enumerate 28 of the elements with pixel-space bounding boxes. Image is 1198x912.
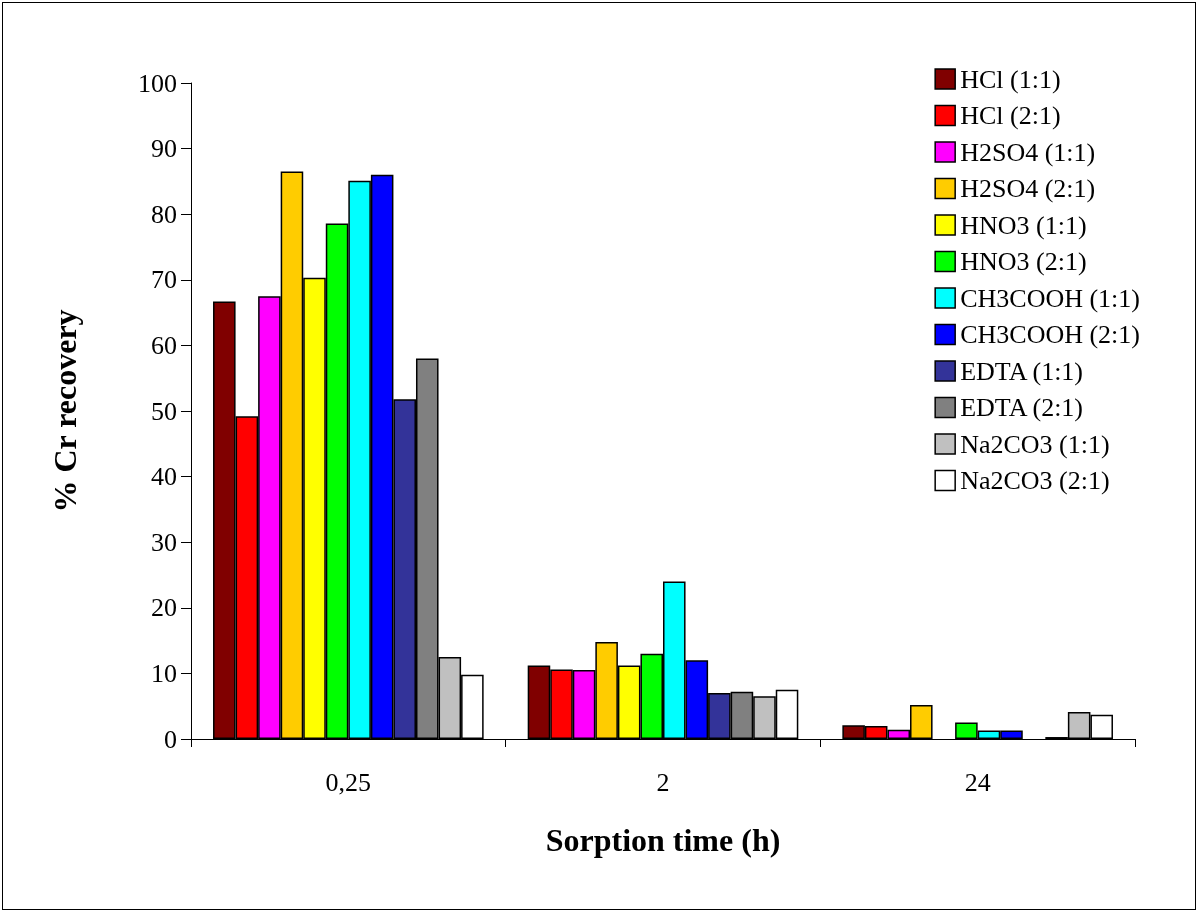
legend-label: CH3COOH (2:1) xyxy=(960,320,1141,349)
legend-label: H2SO4 (1:1) xyxy=(960,137,1096,167)
x-axis-title: Sorption time (h) xyxy=(545,822,781,858)
legend-label: CH3COOH (1:1) xyxy=(960,283,1141,313)
y-tick-label: 90 xyxy=(151,134,177,164)
y-tick-label: 20 xyxy=(151,593,177,623)
y-tick-label: 10 xyxy=(151,658,177,688)
y-axis-title: % Cr recovery xyxy=(47,309,83,513)
y-tick-label: 50 xyxy=(151,396,177,426)
y-tick-label: 80 xyxy=(151,199,177,229)
y-tick-label: 100 xyxy=(138,68,177,98)
legend-label: EDTA (1:1) xyxy=(960,356,1084,386)
legend-label: H2SO4 (2:1) xyxy=(960,174,1096,203)
legend-label: HCl (1:1) xyxy=(960,64,1061,94)
y-tick-label: 0 xyxy=(164,724,177,754)
legend-label: EDTA (2:1) xyxy=(960,393,1084,422)
y-tick-label: 30 xyxy=(151,527,177,557)
x-tick-label: 0,25 xyxy=(325,767,372,797)
x-tick-label: 2 xyxy=(656,767,670,797)
x-tick-label: 24 xyxy=(964,767,991,797)
legend-label: Na2CO3 (1:1) xyxy=(960,429,1110,459)
y-tick-label: 60 xyxy=(151,330,177,360)
legend-label: HCl (2:1) xyxy=(960,101,1061,130)
legend-label: HNO3 (1:1) xyxy=(960,210,1087,240)
y-tick-label: 40 xyxy=(151,462,177,492)
legend-label: HNO3 (2:1) xyxy=(960,247,1087,276)
legend-label: Na2CO3 (2:1) xyxy=(960,466,1110,495)
y-tick-label: 70 xyxy=(151,265,177,295)
